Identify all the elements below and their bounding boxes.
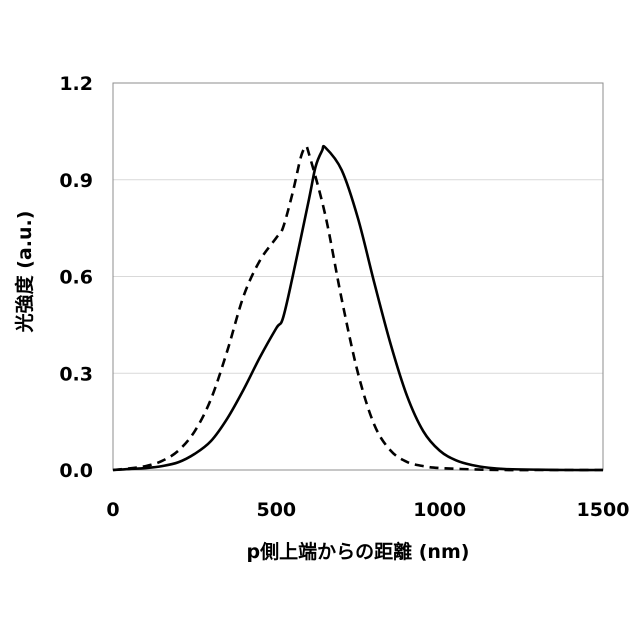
- x-tick-label: 1000: [413, 499, 466, 521]
- y-tick-label: 0.6: [59, 267, 93, 289]
- x-axis-title: p側上端からの距離 (nm): [247, 540, 470, 563]
- y-tick-label: 0.3: [59, 363, 93, 385]
- x-tick-labels: 0 500 1000 1500: [106, 499, 629, 521]
- x-tick-label: 500: [256, 499, 296, 521]
- y-tick-label: 0.9: [59, 170, 93, 192]
- x-tick-label: 0: [106, 499, 119, 521]
- plot-area: [112, 82, 604, 471]
- y-tick-label: 0.0: [59, 460, 93, 482]
- x-tick-label: 1500: [577, 499, 630, 521]
- series-lines: [112, 144, 604, 472]
- y-tick-labels: 0.0 0.3 0.6 0.9 1.2: [59, 73, 93, 482]
- series-line-dashed: [112, 144, 603, 472]
- series-line-solid: [112, 144, 604, 472]
- y-axis-title: 光強度 (a.u.): [13, 211, 36, 334]
- y-tick-label: 1.2: [59, 73, 93, 95]
- gridlines: [113, 179, 603, 374]
